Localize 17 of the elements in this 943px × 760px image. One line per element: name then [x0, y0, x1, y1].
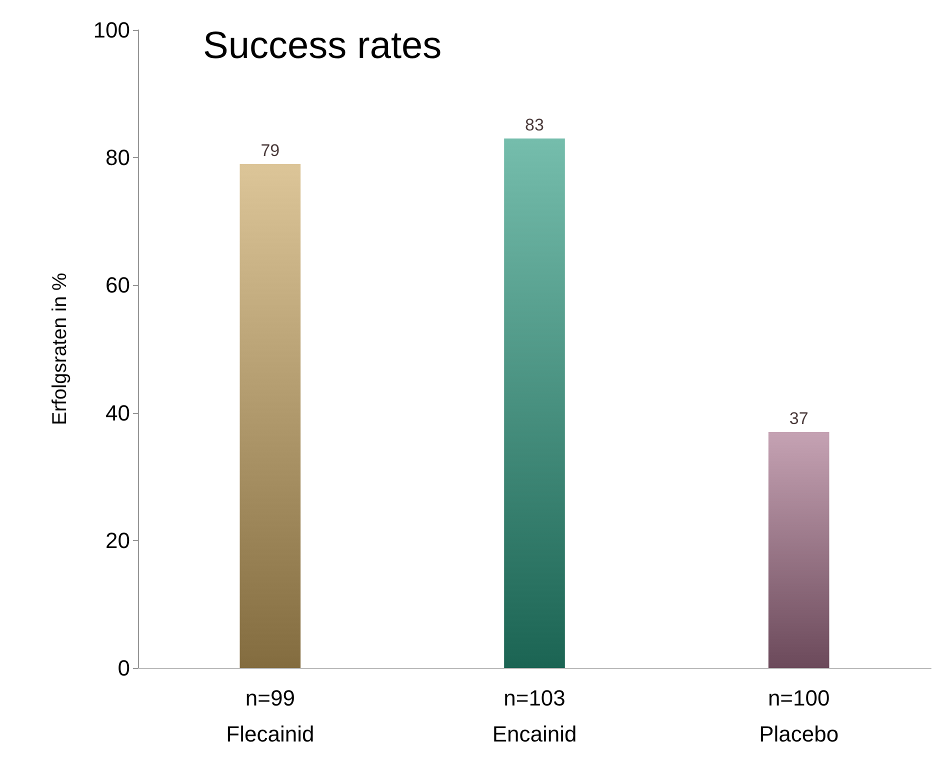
data-label: 83	[525, 115, 544, 134]
x-tick-label: n=99 Flecainid	[226, 686, 314, 746]
data-label: 79	[260, 140, 280, 160]
x-tick-label: n=103 Encainid	[492, 686, 577, 746]
y-tick-label: 80	[106, 145, 130, 170]
y-tick-label: 100	[93, 18, 130, 42]
bar	[504, 138, 565, 668]
y-tick-label: 60	[106, 272, 130, 298]
x-tick-label: n=100 Placebo	[759, 686, 839, 746]
chart-title: Success rates	[203, 25, 442, 67]
y-axis-title: Erfolgsraten in %	[49, 272, 71, 426]
data-label: 37	[789, 408, 808, 428]
bar	[240, 164, 301, 668]
y-tick-label: 20	[106, 528, 130, 553]
y-tick-label: 40	[106, 400, 130, 426]
bar	[768, 432, 830, 668]
y-tick-label: 0	[118, 656, 130, 680]
